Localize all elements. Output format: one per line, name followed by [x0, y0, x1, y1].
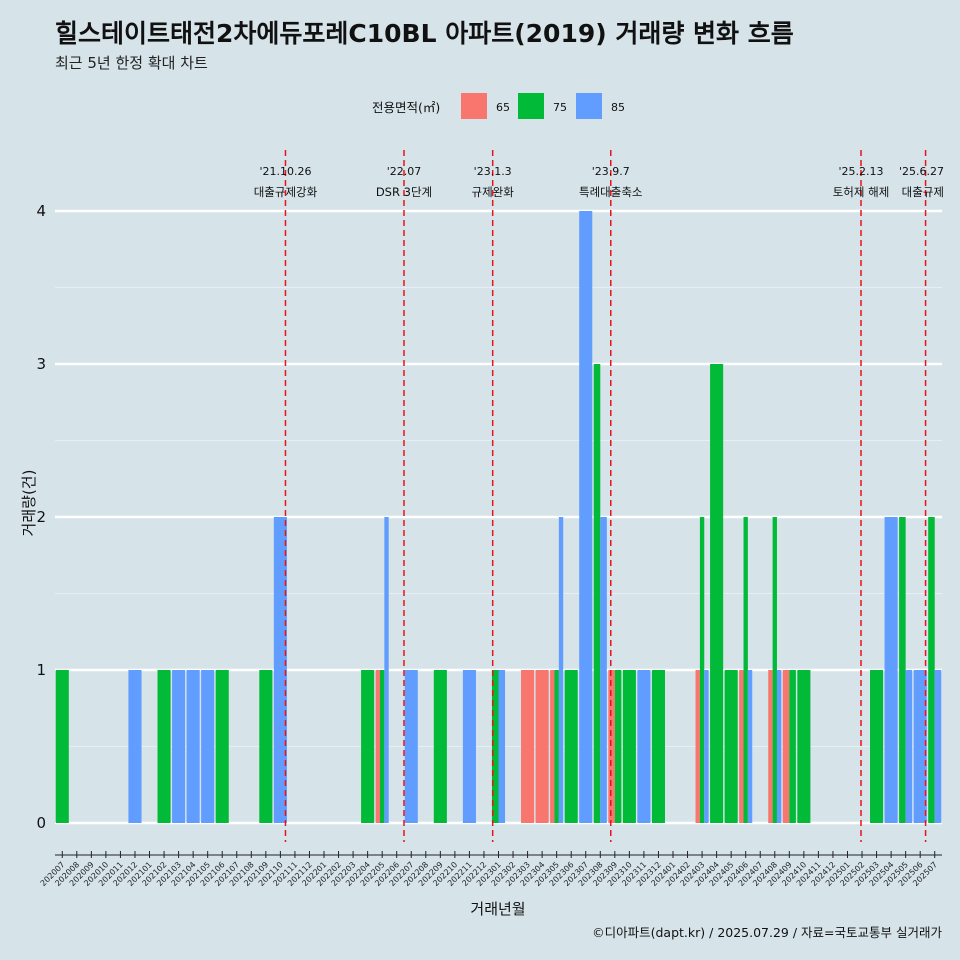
bar-85-202301	[498, 670, 506, 823]
bar-75-202312	[651, 670, 665, 823]
bar-85-202103	[172, 670, 186, 823]
bar-75-202406	[743, 517, 748, 823]
bar-85-202105	[201, 670, 215, 823]
bar-85-202505	[905, 670, 913, 823]
event-lines: '21.10.26 대출규제강화 '22.07 DSR 3단계 '23.1.3 규제완화 '…	[254, 150, 944, 842]
legend-swatch-75	[518, 93, 544, 119]
bar-75-202409	[789, 670, 796, 823]
bar-85-202403	[704, 670, 709, 823]
bar-75-202209	[433, 670, 447, 823]
event-label: 토허제 해제	[833, 185, 890, 199]
bar-85-202205	[384, 517, 389, 823]
bar-65-202409	[782, 670, 790, 823]
legend-label-85: 85	[611, 101, 625, 114]
bar-75-202403	[699, 517, 705, 823]
bar-75-202505	[899, 517, 906, 823]
legend-title: 전용면적(㎡)	[372, 100, 440, 115]
bar-75-202308	[593, 364, 601, 823]
bar-85-202507	[934, 670, 942, 823]
bar-75-202408	[772, 517, 777, 823]
event-date: '23.9.7	[592, 165, 630, 178]
y-tick-label: 3	[36, 355, 46, 373]
bar-65-202406	[739, 670, 744, 823]
x-axis: 2020072020082020092020102020112020122021…	[39, 851, 942, 888]
page-title: 힐스테이트태전2차에듀포레C10BL 아파트(2019) 거래량 변화 흐름	[55, 19, 794, 48]
bar-85-202104	[186, 670, 200, 823]
legend: 전용면적(㎡) 65 75 85	[372, 93, 625, 119]
bar-75-202410	[797, 670, 811, 823]
bar-75-202507	[928, 517, 935, 823]
event-date: '22.07	[387, 165, 422, 178]
legend-label-75: 75	[553, 101, 567, 114]
bar-75-202305	[554, 670, 559, 823]
bar-85-202408	[776, 670, 782, 823]
event-date: '21.10.26	[259, 165, 311, 178]
bar-marks	[55, 211, 942, 823]
bar-75-202306	[564, 670, 578, 823]
source-caption: ©디아파트(dapt.kr) / 2025.07.29 / 자료=국토교통부 실…	[592, 925, 942, 940]
bar-65-202403	[695, 670, 700, 823]
bar-85-202211	[462, 670, 476, 823]
bar-85-202311	[637, 670, 651, 823]
bar-75-202404	[710, 364, 724, 823]
bar-75-202102	[157, 670, 171, 823]
bar-75-202301	[491, 670, 499, 823]
y-tick-label: 0	[36, 814, 46, 832]
bar-85-202207	[404, 670, 418, 823]
legend-swatch-65	[461, 93, 487, 119]
bar-85-202406	[747, 670, 753, 823]
bar-75-202204	[361, 670, 375, 823]
x-axis-title: 거래년월	[470, 900, 525, 918]
bar-75-202007	[55, 670, 69, 823]
legend-label-65: 65	[496, 101, 510, 114]
bar-75-202503	[870, 670, 884, 823]
bar-75-202106	[215, 670, 229, 823]
bar-85-202305	[558, 517, 564, 823]
legend-swatch-85	[576, 93, 602, 119]
bar-65-202303	[521, 670, 535, 823]
bar-85-202504	[884, 517, 898, 823]
bar-75-202109	[259, 670, 273, 823]
bar-65-202205	[375, 670, 380, 823]
bar-75-202309	[614, 670, 622, 823]
event-label: DSR 3단계	[376, 185, 432, 199]
event-label: 대출규제	[902, 185, 944, 199]
y-axis: 0 1 2 3 4	[36, 202, 46, 832]
event-date: '25.6.27	[899, 165, 944, 178]
event-date: '25.2.13	[838, 165, 883, 178]
bar-75-202405	[724, 670, 738, 823]
y-tick-label: 1	[36, 661, 46, 679]
bar-65-202309	[608, 670, 615, 823]
event-label: 특례대출축소	[579, 185, 642, 199]
bar-75-202310	[622, 670, 636, 823]
event-date: '23.1.3	[474, 165, 512, 178]
bar-85-202307	[579, 211, 593, 823]
bar-65-202304	[535, 670, 549, 823]
bar-75-202205	[379, 670, 385, 823]
y-tick-label: 2	[36, 508, 46, 526]
event-label: 대출규제강화	[254, 185, 318, 199]
event-label: 규제완화	[472, 185, 515, 199]
page-subtitle: 최근 5년 한정 확대 차트	[55, 54, 208, 72]
y-tick-label: 4	[36, 202, 46, 220]
bar-85-202308	[600, 517, 607, 823]
bar-65-202305	[550, 670, 555, 823]
bar-85-202506	[913, 670, 927, 823]
bar-85-202110	[273, 517, 287, 823]
bar-85-202012	[128, 670, 142, 823]
bar-65-202408	[768, 670, 773, 823]
y-axis-title: 거래량(건)	[20, 470, 38, 537]
